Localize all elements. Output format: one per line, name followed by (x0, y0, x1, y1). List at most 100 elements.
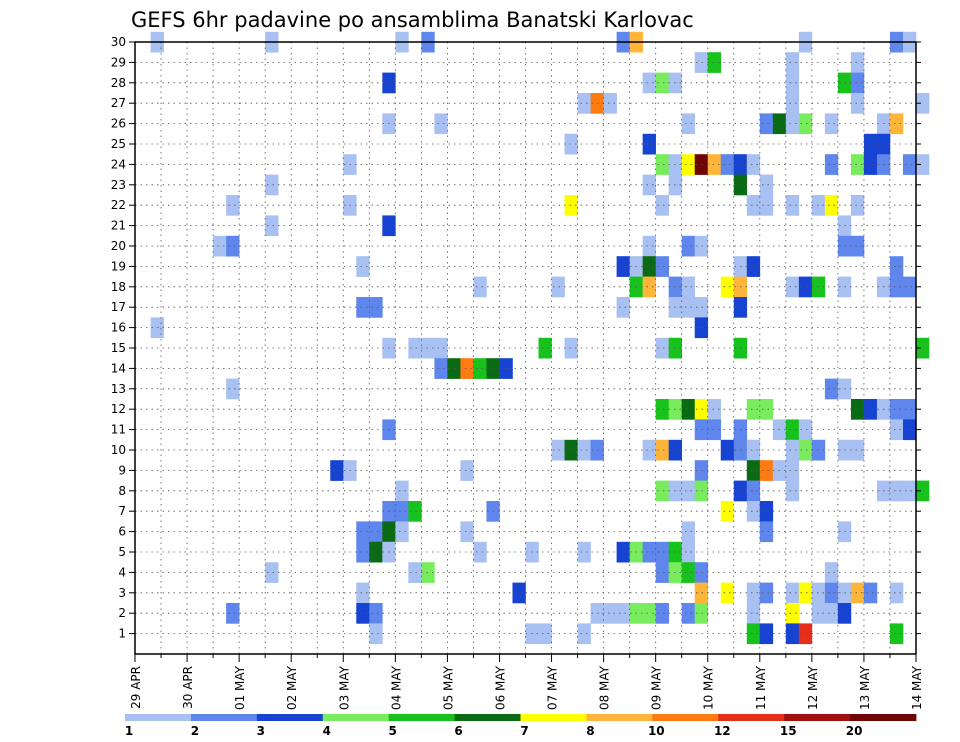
heatmap-cell (850, 154, 865, 175)
heatmap-cell (785, 93, 800, 114)
heatmap-cell (720, 582, 735, 604)
heatmap-cell (330, 460, 344, 481)
heatmap-cell (850, 195, 865, 216)
colorbar-label: 5 (389, 724, 397, 738)
x-tick-label: 04 MAY (389, 665, 403, 710)
colorbar-swatch (388, 714, 455, 721)
heatmap-cell (642, 541, 656, 563)
y-tick-label: 23 (111, 178, 126, 192)
heatmap-cell (681, 562, 696, 583)
heatmap-cell (681, 276, 696, 298)
y-tick-label: 12 (111, 402, 126, 416)
heatmap-cell (499, 358, 513, 379)
heatmap-cell (824, 195, 839, 216)
heatmap-cell (746, 195, 761, 216)
heatmap-cell (265, 215, 279, 237)
x-tick-label: 03 MAY (337, 665, 351, 710)
y-tick-label: 20 (111, 239, 126, 253)
x-tick-label: 13 MAY (858, 665, 872, 710)
y-tick-label: 11 (111, 423, 126, 437)
heatmap-cell (785, 480, 800, 502)
heatmap-cell (785, 460, 800, 481)
x-tick-label: 30 APR (181, 666, 195, 709)
heatmap-cell (746, 399, 761, 420)
heatmap-cell (694, 603, 709, 624)
heatmap-cell (694, 419, 709, 441)
heatmap-cell (356, 297, 370, 318)
x-tick-label: 29 APR (129, 666, 143, 709)
heatmap-cell (642, 133, 656, 155)
heatmap-cell (850, 52, 865, 73)
x-axis: 29 APR 30 APR 01 MAY 02 MAY 03 MAY 04 MAY 05 M… (129, 654, 924, 710)
heatmap-cell (850, 399, 865, 420)
heatmap-cell (395, 480, 409, 502)
heatmap-cell (681, 113, 696, 135)
heatmap-cell (642, 603, 656, 624)
heatmap-cell (655, 72, 669, 94)
heatmap-cell (265, 174, 279, 196)
y-tick-label: 13 (111, 382, 126, 396)
heatmap-cell (811, 439, 826, 461)
heatmap-cell (564, 337, 578, 359)
colorbar-swatch (454, 714, 521, 721)
heatmap-cell (746, 154, 761, 175)
heatmap-cell (707, 399, 722, 420)
x-tick-label: 05 MAY (441, 665, 455, 710)
y-tick-label: 17 (111, 300, 126, 314)
heatmap-cell (824, 582, 839, 604)
heatmap-cell (551, 276, 565, 298)
heatmap-cell (785, 419, 800, 441)
heatmap-cell (655, 562, 669, 583)
colorbar-label: 20 (846, 724, 863, 738)
heatmap-cell (889, 480, 904, 502)
y-tick-label: 6 (118, 525, 126, 539)
heatmap-cell (681, 603, 696, 624)
x-tick-label: 07 MAY (546, 665, 560, 710)
y-tick-label: 27 (111, 96, 126, 110)
heatmap-cell (395, 521, 409, 543)
heatmap-cell (681, 480, 696, 502)
colorbar-label: 12 (714, 724, 731, 738)
y-tick-label: 22 (111, 198, 126, 212)
heatmap-cell (213, 235, 227, 257)
heatmap-cell (226, 603, 240, 624)
colorbar-swatch (520, 714, 587, 721)
heatmap-cell (577, 93, 591, 114)
heatmap-cell (655, 480, 669, 502)
heatmap-cell (473, 276, 487, 298)
heatmap-cell (655, 337, 669, 359)
y-tick-label: 14 (111, 361, 126, 375)
y-tick-label: 25 (111, 137, 126, 151)
y-tick-label: 30 (111, 35, 126, 49)
heatmap-cell (694, 562, 709, 583)
heatmap-cell (616, 256, 630, 277)
heatmap-cell (759, 174, 774, 196)
x-tick-label: 14 MAY (910, 665, 924, 710)
heatmap-cell (642, 276, 656, 298)
heatmap-cell (746, 501, 761, 522)
y-tick-label: 29 (111, 55, 126, 69)
heatmap-cell (642, 174, 656, 196)
y-tick-label: 8 (118, 484, 126, 498)
heatmap-cell (616, 603, 630, 624)
heatmap-cell (694, 297, 709, 318)
heatmap-cell (694, 399, 709, 420)
heatmap-cell (681, 521, 696, 543)
heatmap-cell (473, 541, 487, 563)
heatmap-cell (785, 582, 800, 604)
heatmap-cell (759, 460, 774, 481)
x-tick-label: 06 MAY (494, 665, 508, 710)
colorbar-swatch (586, 714, 653, 721)
colorbar-label: 3 (257, 724, 265, 738)
heatmap-cell (655, 154, 669, 175)
heatmap-cell (811, 195, 826, 216)
heatmap-cell (785, 603, 800, 624)
colorbar-swatch (256, 714, 324, 721)
colorbar-swatch (784, 714, 851, 721)
heatmap-cell (811, 582, 826, 604)
heatmap-cell (681, 154, 696, 175)
heatmap-cell (759, 195, 774, 216)
heatmap-cell (356, 603, 370, 624)
heatmap-cell (460, 521, 474, 543)
heatmap-cell (785, 113, 800, 135)
